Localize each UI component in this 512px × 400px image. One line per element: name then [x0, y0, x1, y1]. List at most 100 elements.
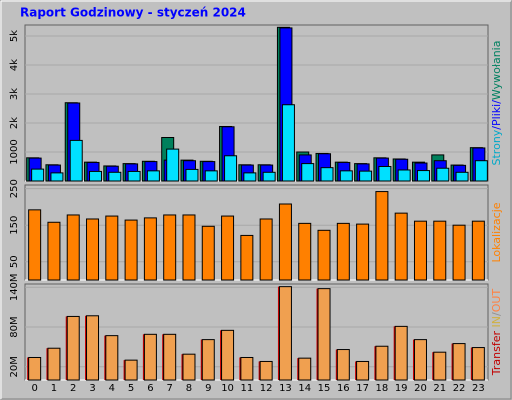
legend: Lokalizacje [490, 202, 503, 262]
bar [143, 333, 157, 381]
bar [455, 171, 469, 182]
y-tick-label: 80M [9, 316, 20, 337]
x-tick-label: 2 [70, 383, 76, 394]
panel [24, 283, 489, 381]
bar [413, 339, 427, 381]
x-tick-label: 16 [337, 383, 350, 394]
legend-item: IN [490, 316, 503, 331]
legend-item: / [490, 126, 503, 130]
bar [317, 288, 331, 381]
bar [474, 160, 488, 182]
bar [86, 218, 100, 281]
bar [166, 148, 180, 182]
x-tick-label: 5 [128, 383, 134, 394]
bar [105, 335, 119, 381]
legend-item: / [490, 312, 503, 316]
x-tick-label: 20 [414, 383, 427, 394]
bar [375, 191, 389, 281]
bar [163, 333, 177, 381]
bar [317, 229, 331, 281]
bar [204, 170, 218, 182]
bar [108, 171, 122, 182]
y-tick-label: 3k [9, 88, 20, 100]
x-tick-label: 4 [109, 383, 115, 394]
bar [47, 347, 61, 381]
bar [182, 353, 196, 381]
bar [436, 167, 450, 182]
bar [69, 139, 83, 182]
bar [124, 359, 138, 381]
y-tick-label: 2k [9, 117, 20, 129]
bar [356, 360, 370, 381]
bar [416, 170, 430, 182]
y-tick-label: 4k [9, 59, 20, 71]
bar [394, 325, 408, 381]
x-tick-label: 14 [298, 383, 311, 394]
x-tick-label: 3 [89, 383, 95, 394]
legend-item: OUT [490, 289, 503, 313]
bar [201, 225, 215, 281]
x-tick-label: 23 [472, 383, 485, 394]
bar [378, 166, 392, 182]
y-tick-label: 150 [9, 216, 20, 235]
x-tick-label: 22 [453, 383, 466, 394]
legend: Transfer IN/OUT [490, 289, 503, 377]
chart-title: Raport Godzinowy - styczeń 2024 [20, 6, 246, 20]
bar [240, 234, 254, 281]
bar [336, 222, 350, 281]
y-tick-label: 50 [9, 255, 20, 268]
bar [89, 170, 103, 182]
bar [259, 360, 273, 381]
bar [28, 209, 42, 281]
y-tick-label: 140M [9, 273, 20, 301]
x-tick-label: 13 [279, 383, 292, 394]
bar [471, 220, 485, 281]
x-tick-label: 19 [395, 383, 408, 394]
bar [394, 212, 408, 281]
x-tick-label: 18 [376, 383, 389, 394]
x-tick-label: 0 [31, 383, 37, 394]
panel [24, 24, 489, 182]
bar [185, 168, 199, 182]
bar [243, 172, 257, 182]
bar [336, 349, 350, 381]
bar [301, 163, 315, 182]
bar [163, 214, 177, 281]
bar [471, 347, 485, 381]
bar [127, 170, 141, 182]
bar [433, 220, 447, 281]
bar [66, 214, 80, 281]
bar [50, 172, 64, 182]
bar [146, 170, 160, 182]
bar [224, 155, 238, 182]
x-tick-label: 9 [205, 383, 211, 394]
bar [298, 357, 312, 381]
legend-item: / [490, 100, 503, 104]
bar [105, 215, 119, 281]
bar [259, 218, 273, 281]
bar [375, 345, 389, 381]
x-tick-label: 17 [356, 383, 369, 394]
panel [24, 184, 489, 281]
bar [413, 220, 427, 281]
legend-item: Wywołania [490, 41, 503, 101]
x-tick-label: 8 [186, 383, 192, 394]
x-tick-label: 1 [51, 383, 57, 394]
legend-item: Transfer [490, 330, 503, 376]
bar [281, 104, 295, 182]
bar [221, 329, 235, 381]
bar [356, 223, 370, 281]
y-tick-label: 1000 [9, 139, 20, 164]
bar [28, 356, 42, 381]
legend-item: Lokalizacje [490, 202, 503, 262]
x-tick-label: 6 [147, 383, 153, 394]
bar [452, 343, 466, 381]
bar [182, 214, 196, 281]
bar [124, 219, 138, 281]
x-tick-label: 15 [318, 383, 331, 394]
bar [31, 168, 45, 182]
bar [221, 215, 235, 281]
legend-item: Strony [490, 129, 503, 165]
bar [143, 217, 157, 281]
